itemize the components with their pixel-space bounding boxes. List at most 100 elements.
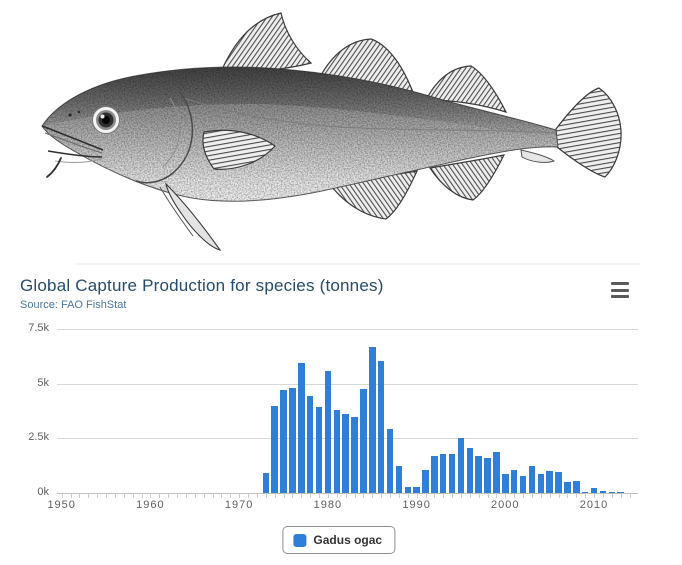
x-axis-tick xyxy=(256,494,258,498)
bar[interactable] xyxy=(573,480,580,493)
x-axis-tick xyxy=(319,494,320,498)
x-axis-tick xyxy=(79,494,81,498)
hamburger-icon xyxy=(611,295,629,298)
x-axis-label: 1950 xyxy=(47,499,76,511)
x-axis-tick xyxy=(97,494,99,498)
x-axis-tick xyxy=(434,494,436,498)
bar[interactable] xyxy=(431,455,438,493)
bar[interactable] xyxy=(510,469,518,493)
y-axis-label: 2.5k xyxy=(28,431,49,444)
upper-lip xyxy=(41,125,104,151)
x-axis-tick xyxy=(159,494,161,498)
bar[interactable] xyxy=(298,362,305,493)
bar[interactable] xyxy=(262,473,269,493)
chin-barbel xyxy=(46,157,62,178)
gridline xyxy=(57,383,638,385)
bar[interactable] xyxy=(546,470,553,493)
nostrils xyxy=(68,110,81,117)
bar[interactable] xyxy=(280,390,287,493)
bar[interactable] xyxy=(289,388,296,493)
x-axis-tick xyxy=(496,494,498,498)
bar[interactable] xyxy=(369,346,376,493)
x-axis-tick xyxy=(301,494,303,498)
bar[interactable] xyxy=(555,471,562,493)
bar[interactable] xyxy=(333,409,340,493)
x-axis-tick xyxy=(212,494,214,498)
bar[interactable] xyxy=(342,414,349,493)
bar[interactable] xyxy=(493,451,500,493)
bar[interactable] xyxy=(519,475,527,493)
bar[interactable] xyxy=(395,465,403,493)
bar[interactable] xyxy=(404,486,411,493)
bar[interactable] xyxy=(564,481,571,493)
bar[interactable] xyxy=(581,491,589,493)
x-axis-tick xyxy=(505,494,507,498)
x-axis-label: 1970 xyxy=(224,499,254,511)
bar[interactable] xyxy=(360,389,367,493)
x-axis-tick xyxy=(398,494,400,498)
x-axis-tick xyxy=(620,494,622,498)
bar[interactable] xyxy=(413,486,420,493)
bar[interactable] xyxy=(528,466,536,493)
bar[interactable] xyxy=(484,458,491,493)
x-axis-tick xyxy=(363,494,365,498)
x-axis-tick xyxy=(629,494,631,498)
x-axis-tick xyxy=(203,494,205,498)
x-axis-tick xyxy=(531,494,533,498)
bar[interactable] xyxy=(466,448,474,493)
bar[interactable] xyxy=(590,488,598,493)
chart-subtitle: Source: FAO FishStat xyxy=(20,299,127,311)
x-axis-tick xyxy=(487,494,489,498)
x-axis-tick xyxy=(567,494,569,498)
bar[interactable] xyxy=(617,492,624,493)
x-axis-tick xyxy=(336,494,338,498)
x-axis-tick xyxy=(168,494,170,498)
bar[interactable] xyxy=(351,416,358,493)
bar[interactable] xyxy=(502,474,509,493)
bar[interactable] xyxy=(377,360,385,493)
bar[interactable] xyxy=(599,490,607,493)
x-axis-tick xyxy=(602,494,604,498)
gridline xyxy=(57,329,638,330)
legend-item-gadus-ogac[interactable]: Gadus ogac xyxy=(282,526,396,554)
mouth-slit xyxy=(44,132,103,154)
bar[interactable] xyxy=(422,470,429,493)
x-axis-tick xyxy=(407,494,409,498)
lateral-line xyxy=(182,97,557,134)
bar[interactable] xyxy=(271,405,278,493)
lower-jaw xyxy=(47,150,103,158)
x-axis-tick xyxy=(452,494,454,498)
x-axis-tick xyxy=(576,494,578,498)
x-axis-tick xyxy=(61,494,63,498)
x-axis-tick xyxy=(141,494,143,498)
bar[interactable] xyxy=(306,395,314,493)
bar[interactable] xyxy=(475,456,482,493)
bar[interactable] xyxy=(457,438,465,493)
x-axis-tick xyxy=(221,494,223,498)
bar[interactable] xyxy=(386,428,394,493)
x-axis-tick xyxy=(585,494,587,498)
bar[interactable] xyxy=(315,406,323,493)
pectoral-fin xyxy=(202,129,276,170)
x-axis-label: 2000 xyxy=(491,499,520,511)
bar[interactable] xyxy=(324,370,332,493)
section-divider xyxy=(75,263,640,265)
bar[interactable] xyxy=(608,491,615,493)
x-axis-tick xyxy=(239,494,241,498)
chart-context-menu-button[interactable] xyxy=(611,281,631,299)
x-axis-tick xyxy=(381,494,383,498)
bar[interactable] xyxy=(537,474,544,493)
x-axis-tick xyxy=(150,494,152,498)
x-axis-tick xyxy=(106,494,108,498)
x-axis-label: 2010 xyxy=(579,499,609,511)
x-axis-tick xyxy=(194,494,196,498)
bar[interactable] xyxy=(448,453,456,493)
y-axis-label: 0k xyxy=(37,486,49,498)
x-axis-tick xyxy=(114,494,116,498)
x-axis-tick xyxy=(469,494,471,498)
bar[interactable] xyxy=(439,453,447,493)
pelvic-fin xyxy=(159,182,222,251)
fish-illustration xyxy=(0,0,682,266)
